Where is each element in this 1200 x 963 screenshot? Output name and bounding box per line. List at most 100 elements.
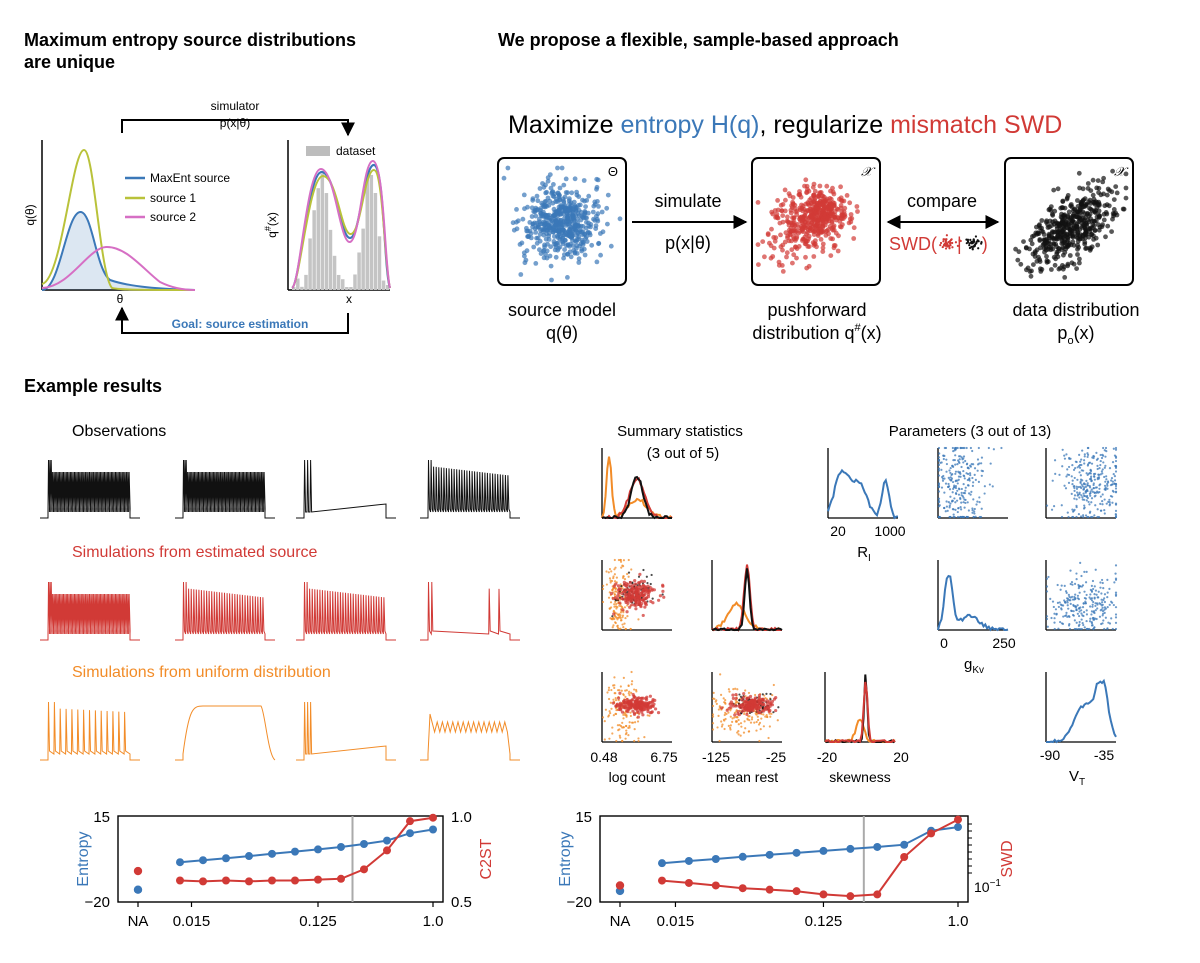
corner-point [1088,627,1091,631]
hist-log-count-obs [601,475,672,520]
scatter-point [537,186,543,191]
pushforward-caption-arg: (x) [861,323,882,343]
corner-point [968,472,972,475]
scatter-point [1093,210,1098,215]
scatter-point [784,254,789,260]
scatter-point [790,260,795,266]
corner-point [1059,588,1062,591]
corner-point [1071,464,1074,467]
corner-point [976,469,979,472]
corner-point [1106,591,1109,594]
scatter-point [560,196,566,202]
corner-point [640,699,644,703]
corner-point [771,693,774,697]
scatter-point [1103,234,1108,240]
scatter-point [792,202,798,208]
scatter-point [514,207,519,212]
corner-point [1062,604,1065,607]
corner-point [1062,615,1065,618]
log-base: 10 [974,879,990,895]
scatter-point [1077,260,1082,266]
corner-point [605,583,608,586]
scatter-point [1059,205,1065,210]
scatter-point [755,200,761,205]
corner-point [947,485,950,489]
scatter-point [517,242,523,247]
corner-point [1061,448,1064,451]
corner-point [643,585,647,589]
corner-point [739,704,744,708]
dataset-histogram-bar [316,188,320,290]
scatter-point [811,213,817,219]
corner-point [1085,613,1089,616]
corner-point [727,711,730,714]
scatter-point [537,231,543,237]
scatter-point [811,242,817,248]
corner-point [954,463,957,466]
corner-point [1093,478,1096,481]
corner-point [1099,581,1102,584]
series-point [765,885,774,894]
corner-point [1085,570,1088,574]
scatter-point [1042,237,1047,243]
corner-point [1105,475,1108,478]
scatter-point [1056,248,1061,254]
series-point [406,817,414,826]
scatter-point [778,232,783,238]
corner-point [623,705,627,709]
corner-point [1101,581,1104,585]
scatter-point [831,243,837,248]
corner-point [651,597,654,600]
scatter-point [804,189,810,195]
maxent-source-curve [41,211,196,291]
series-point [684,878,693,887]
swd-red-point [956,244,959,248]
corner-point [711,715,715,718]
corner-point [623,713,627,717]
scatter-point [571,215,577,221]
corner-point [748,709,752,713]
corner-point [605,570,608,573]
scatter-point [810,184,816,190]
corner-point [611,626,614,629]
series-point [268,849,276,858]
scatter-point [820,245,826,251]
corner-point [972,515,975,519]
corner-point [977,446,980,450]
scatter-point [773,215,778,220]
scatter-point [524,228,530,234]
corner-point [1096,490,1099,493]
corner-point [1063,484,1066,487]
corner-point [1088,596,1091,599]
corner-point [645,575,648,578]
corner-point [608,607,611,610]
series-point [738,852,747,861]
corner-point [1103,608,1106,611]
corner-point [945,458,948,461]
corner-point [1046,625,1049,628]
corner-point [608,710,611,713]
hist-mean-rest-uniform [712,601,782,632]
corner-point [940,475,944,479]
corner-point [1114,616,1118,619]
corner-point [1093,597,1096,600]
dataset-histogram-bar [349,287,353,290]
scatter-point [831,191,837,197]
corner-point [603,720,606,723]
corner-point [612,612,616,616]
corner-point [643,605,647,609]
corner-point [947,501,950,504]
corner-point [1096,607,1099,610]
corner-point [1083,455,1086,458]
scatter-point [544,189,549,195]
scatter-point [1065,214,1071,220]
corner-point [964,486,967,489]
corner-point [1092,486,1095,490]
corner-point [624,724,628,728]
corner-point [1101,614,1104,617]
corner-point [1057,627,1060,630]
scatter-point [1082,239,1088,245]
corner-point [1075,578,1078,581]
scatter-point [588,224,593,230]
scatter-point [574,189,579,195]
